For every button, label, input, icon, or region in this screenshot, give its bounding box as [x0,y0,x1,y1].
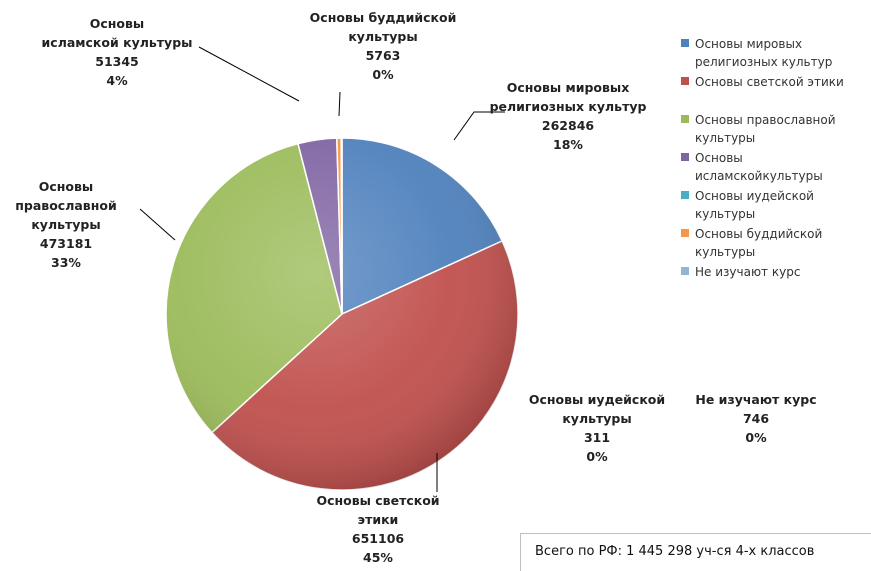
legend-label: Основы иудейской культуры [695,187,870,223]
data-label: Основы буддийской культуры 5763 0% [310,8,457,84]
data-label-line: 0% [745,430,767,445]
data-label-line: Основы буддийской [309,10,457,25]
data-label-line: 4% [106,73,128,88]
leader-line [198,46,300,102]
legend-label: Не изучают курс [695,263,870,281]
legend-label-line: культуры [695,245,756,259]
data-label: Не изучают курс 746 0% [695,390,816,447]
data-label-line: 473181 [39,236,93,251]
data-label-line: православной [15,198,117,213]
data-label-line: 262846 [541,118,595,133]
legend-swatch [681,39,689,47]
data-label-line: Не изучают курс [695,392,817,407]
data-label: Основы светской этики 651106 45% [316,491,439,567]
legend-swatch [681,77,689,85]
data-label-line: 45% [363,550,393,565]
data-label-line: Основы [89,16,145,31]
legend-swatch [681,191,689,199]
legend-label-line: культуры [695,207,756,221]
legend-swatch [681,153,689,161]
data-label-line: Основы мировых [506,80,630,95]
data-label-line: 651106 [351,531,405,546]
data-label-line: этики [357,512,399,527]
leader-line [338,91,341,117]
data-label-line: религиозных культур [489,99,647,114]
legend-swatch [681,267,689,275]
data-label-line: 0% [372,67,394,82]
legend-label-line: Основы православной [695,113,836,127]
data-label-line: культуры [348,29,418,44]
data-label-line: исламской культуры [41,35,193,50]
data-label-line: 5763 [365,48,401,63]
legend-label-line: Основы иудейской [695,189,814,203]
data-label-line: 0% [586,449,608,464]
data-label-line: 51345 [95,54,139,69]
legend-label: Основы мировых религиозных культур [695,35,870,71]
legend-label: Основы исламскойкультуры [695,149,870,185]
data-label-line: Основы [38,179,94,194]
legend-swatch [681,229,689,237]
legend-label: Основы буддийской культуры [695,225,870,261]
data-label: Основы мировых религиозных культур 262846 1… [490,78,647,154]
legend-label-line: Не изучают курс [695,265,801,279]
legend-label-line: Основы мировых [695,37,803,51]
total-note: Всего по РФ: 1 445 298 уч-ся 4-х классов [520,533,871,571]
legend-swatch [681,115,689,123]
data-label-line: Основы иудейской [528,392,666,407]
data-label: Основы православной культуры 473181 33% [15,177,116,272]
legend-label-line: исламскойкультуры [695,169,823,183]
leader-line [453,111,505,141]
data-label-line: культуры [562,411,632,426]
legend-label-line: Основы [695,151,743,165]
data-label-line: Основы светской [316,493,440,508]
legend-label: Основы светской этики [695,73,870,91]
legend-label: Основы православной культуры [695,111,870,147]
leader-line [139,208,176,241]
data-label-line: 746 [742,411,770,426]
data-label-line: 311 [583,430,611,445]
legend-label-line: культуры [695,131,756,145]
legend-label-line: Основы светской этики [695,75,844,89]
data-label-line: культуры [31,217,101,232]
data-label-line: 33% [51,255,81,270]
legend-label-line: религиозных культур [695,55,833,69]
data-label: Основы иудейской культуры 311 0% [529,390,665,466]
data-label-line: 18% [553,137,583,152]
data-label: Основы исламской культуры 51345 4% [42,14,193,90]
legend-label-line: Основы буддийской [695,227,823,241]
